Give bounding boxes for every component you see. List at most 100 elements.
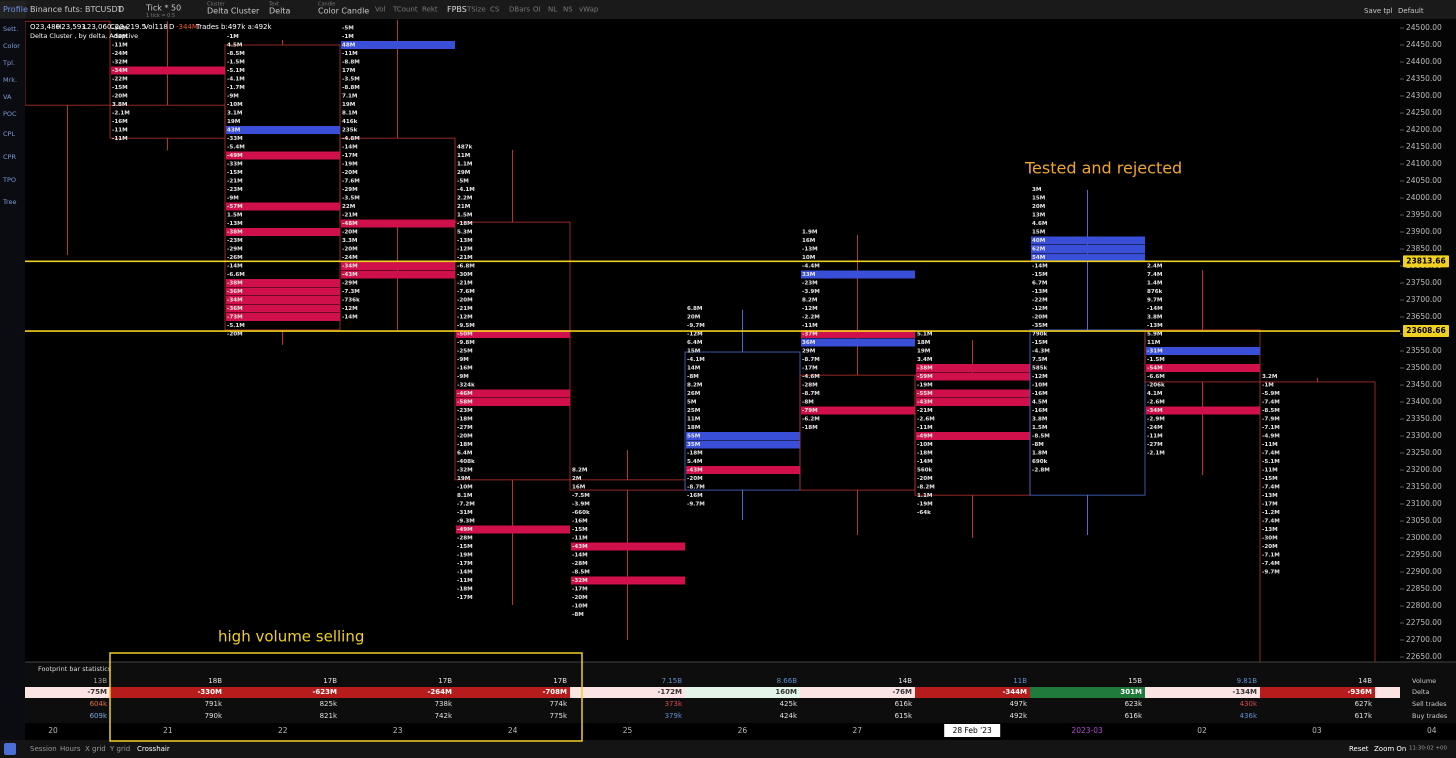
bottom-button[interactable]: Zoom On [1374, 745, 1406, 753]
bottom-button[interactable]: Reset [1349, 745, 1369, 753]
cluster-cell: -11M [457, 578, 473, 584]
annotation: high volume selling [218, 628, 364, 646]
bottom-toggle[interactable]: Session [30, 745, 57, 753]
stats-buy: 609k [90, 712, 108, 720]
sidebar-item[interactable]: Tpl. [2, 59, 15, 67]
cluster-cell: -13M [457, 238, 473, 244]
cluster-cell: 9.7M [1147, 298, 1163, 304]
ohlc-value: C23,219.5 [110, 23, 146, 31]
cluster-cell: -11M [342, 51, 358, 57]
toolbar-button[interactable]: Tick * 50 [145, 4, 181, 13]
cluster-cell: -9M [457, 357, 469, 363]
toolbar-toggle[interactable]: TCount [392, 6, 418, 14]
toolbar-toggle[interactable]: vWap [579, 6, 599, 14]
stats-sell: 738k [435, 700, 453, 708]
cluster-cell: 33M [802, 272, 816, 278]
toolbar-toggle[interactable]: Rekt [422, 6, 438, 14]
sidebar-item[interactable]: Mrk. [3, 76, 17, 84]
cluster-cell: -20M [1262, 544, 1278, 550]
cluster-cell: -4.1M [687, 357, 705, 363]
stats-delta: -344M [1003, 688, 1028, 696]
cluster-highlight [916, 432, 1030, 440]
cluster-cell: 14M [687, 366, 701, 372]
date-label: 02 [1197, 726, 1207, 735]
cluster-highlight [686, 432, 800, 440]
cluster-cell: -17M [457, 561, 473, 567]
toolbar-button[interactable]: Delta Cluster [207, 7, 260, 16]
cluster-cell: 17M [342, 68, 356, 74]
toolbar-toggle[interactable]: NL [548, 6, 557, 14]
cluster-cell: 5M [687, 400, 697, 406]
sidebar-item[interactable]: VA [3, 93, 12, 101]
toolbar-button[interactable]: Color Candle [318, 7, 369, 16]
cluster-highlight [1146, 347, 1260, 355]
toolbar-caption: Text [268, 2, 279, 8]
toolbar-toggle[interactable]: DBars [509, 6, 530, 14]
stats-row-label: Buy trades [1412, 712, 1448, 720]
cluster-cell: -50M [457, 332, 473, 338]
cluster-cell: 8.2M [572, 468, 588, 474]
cluster-cell: -12M [457, 247, 473, 253]
toolbar-toggle[interactable]: OI [533, 6, 541, 14]
bottom-toggle[interactable]: X grid [85, 745, 106, 753]
toolbar-button[interactable]: Default [1398, 7, 1424, 15]
sidebar-item[interactable]: Sett. [3, 25, 18, 33]
stats-volume: 11B [1013, 677, 1027, 685]
sidebar-item[interactable]: TPO [2, 176, 16, 184]
cluster-cell: -408k [457, 459, 475, 465]
delta-cell [1030, 687, 1145, 698]
cluster-cell: 3M [1032, 187, 1042, 193]
cluster-cell: -1.7M [227, 85, 245, 91]
toolbar-toggle[interactable]: CS [490, 6, 500, 14]
sidebar-item[interactable]: Tree [2, 198, 17, 206]
cluster-cell: 7.4M [1147, 272, 1163, 278]
cluster-cell: -7.4M [1262, 400, 1280, 406]
cluster-cell: -11M [112, 43, 128, 49]
price-tick-label: 23300.00 [1406, 431, 1442, 440]
cluster-highlight [916, 364, 1030, 372]
cluster-cell: -8M [802, 400, 814, 406]
app-icon[interactable] [4, 743, 16, 755]
cluster-cell: -9M [457, 374, 469, 380]
cluster-cell: -56M [112, 26, 128, 32]
toolbar-button[interactable]: Delta [269, 7, 290, 16]
stats-delta: -936M [1348, 688, 1373, 696]
date-label: 2023-03 [1071, 726, 1103, 735]
cluster-cell: -31M [1147, 349, 1163, 355]
cluster-cell: -55M [917, 391, 933, 397]
toolbar-toggle[interactable]: TSize [466, 6, 486, 14]
bottom-toggle[interactable]: Crosshair [137, 745, 170, 753]
toolbar-toggle[interactable]: Vol [375, 6, 386, 14]
bottom-toggle[interactable]: Y grid [109, 745, 130, 753]
cluster-cell: 21M [457, 204, 471, 210]
cluster-cell: -9.7M [687, 323, 705, 329]
cluster-cell: -49M [457, 527, 473, 533]
sidebar-item[interactable]: POC [3, 110, 17, 118]
cluster-cell: -8.5M [227, 51, 245, 57]
cluster-cell: 16M [802, 238, 816, 244]
cluster-highlight [111, 66, 225, 75]
cluster-highlight [1146, 364, 1260, 372]
toolbar-button[interactable]: Save tpl [1364, 7, 1393, 15]
toolbar-button[interactable]: Binance futs: BTCUSDT [30, 5, 123, 14]
sidebar-item[interactable]: CPL [3, 130, 15, 138]
bottom-toggle[interactable]: Hours [60, 745, 81, 753]
delta-cell [1260, 687, 1375, 698]
stats-sell: 623k [1125, 700, 1143, 708]
profile-button[interactable] [0, 1, 26, 18]
toolbar-toggle[interactable]: FPBS [447, 5, 467, 14]
sidebar-item[interactable]: Color [3, 42, 20, 50]
price-tick-label: 23100.00 [1406, 499, 1442, 508]
toolbar-button[interactable]: D [118, 5, 124, 14]
stats-volume: 8.66B [777, 677, 798, 685]
stats-row-label: Volume [1412, 677, 1436, 685]
cluster-cell: 4.6M [1032, 221, 1048, 227]
toolbar-toggle[interactable]: NS [563, 6, 573, 14]
cluster-cell: -4.1M [227, 77, 245, 83]
cluster-cell: 15M [1032, 196, 1046, 202]
toolbar-button[interactable]: Profile [3, 5, 28, 14]
cluster-cell: -73M [227, 315, 243, 321]
sidebar-item[interactable]: CPR [3, 153, 16, 161]
cluster-cell: -29M [342, 187, 358, 193]
price-tick-label: 23050.00 [1406, 516, 1442, 525]
